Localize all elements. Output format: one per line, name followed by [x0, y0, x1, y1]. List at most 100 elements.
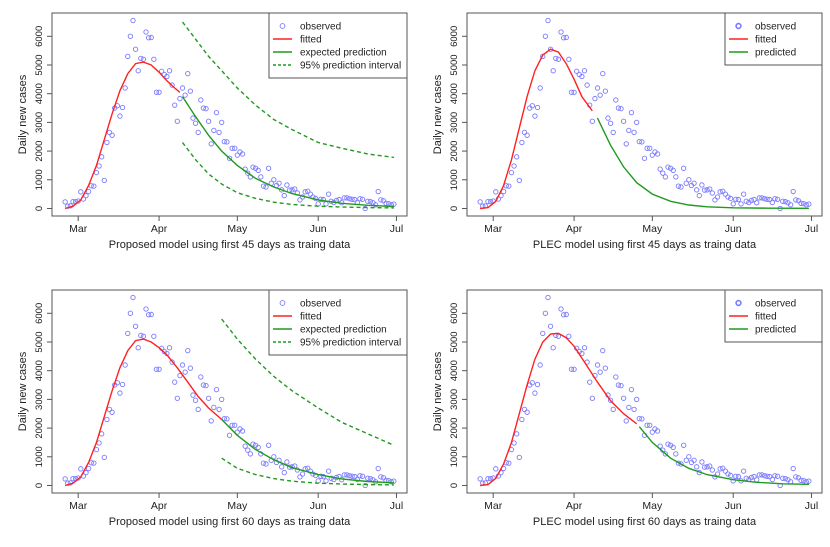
observed-point: [615, 105, 622, 111]
observed-point: [362, 482, 368, 489]
observed-point: [190, 392, 196, 398]
observed-point: [678, 184, 684, 190]
observed-point: [208, 141, 214, 147]
observed-point: [725, 194, 731, 200]
observed-point: [119, 381, 126, 388]
observed-point: [185, 70, 191, 77]
observed-point: [800, 477, 807, 484]
observed-point: [357, 196, 363, 202]
observed-point: [751, 196, 757, 203]
legend-label: 95% prediction interval: [300, 338, 401, 349]
observed-point: [519, 416, 525, 423]
observed-point: [592, 95, 598, 102]
observed-point: [179, 362, 186, 368]
observed-point: [798, 477, 804, 483]
observed-point: [325, 191, 332, 197]
observed-point: [305, 188, 311, 194]
observed-point: [367, 198, 374, 205]
observed-point: [665, 441, 671, 447]
observed-point: [239, 428, 246, 434]
y-tick-label: 4000: [34, 83, 45, 104]
observed-point: [547, 323, 554, 329]
observed-point: [365, 475, 371, 481]
observed-point: [790, 465, 796, 472]
observed-point: [626, 127, 632, 134]
observed-point: [782, 198, 789, 205]
observed-point: [159, 68, 165, 74]
observed-point: [242, 443, 248, 449]
observed-point: [151, 333, 157, 339]
observed-point: [216, 406, 222, 413]
x-tick-label: Jun: [310, 500, 327, 512]
plot-frame: [51, 12, 408, 217]
observed-point: [493, 189, 499, 195]
observed-point: [299, 471, 306, 477]
observed-point: [341, 472, 347, 478]
observed-point: [281, 469, 287, 476]
observed-point: [725, 471, 731, 477]
observed-point: [174, 118, 180, 124]
observed-point: [769, 476, 775, 483]
observed-point: [229, 422, 235, 428]
x-tick-label: May: [227, 500, 248, 512]
observed-point: [795, 475, 802, 481]
observed-point: [148, 34, 154, 41]
legend-label: observed: [755, 299, 796, 310]
observed-point: [284, 182, 290, 188]
observed-point: [135, 345, 141, 351]
predicted-line: [596, 117, 809, 210]
y-tick-label: 4000: [449, 360, 460, 381]
observed-point: [117, 390, 123, 396]
y-tick-label: 5000: [34, 54, 45, 75]
observed-point: [78, 189, 84, 195]
observed-point: [151, 56, 157, 62]
observed-point: [613, 374, 619, 380]
legend-label: fitted: [300, 35, 322, 46]
y-tick-label: 6000: [449, 26, 460, 47]
prediction-interval-lower-line: [181, 142, 394, 209]
observed-point: [774, 473, 781, 479]
observed-point: [265, 165, 272, 171]
observed-point: [647, 422, 653, 428]
observed-point: [566, 333, 572, 339]
observed-point: [787, 202, 794, 208]
y-tick-label: 6000: [34, 303, 45, 324]
observed-point: [169, 359, 175, 365]
observed-point: [764, 196, 770, 202]
observed-point: [754, 200, 760, 206]
legend-label: predicted: [755, 325, 796, 336]
y-tick-label: 1000: [34, 446, 45, 467]
observed-point: [323, 478, 329, 484]
observed-point: [328, 475, 334, 481]
observed-point: [553, 55, 559, 62]
observed-point: [662, 451, 669, 457]
x-tick-label: Apr: [566, 223, 583, 235]
observed-point: [756, 195, 762, 201]
y-axis-label: Daily new cases: [17, 351, 29, 431]
observed-point: [571, 366, 577, 372]
observed-point: [759, 195, 765, 201]
y-tick-label: 3000: [34, 112, 45, 133]
observed-point: [529, 103, 535, 109]
observed-point: [130, 294, 136, 301]
observed-point: [224, 416, 230, 422]
legend-label: fitted: [755, 35, 777, 46]
chart-panel-proposed-45: 0 1000 2000 3000 4000 5000 6000 Daily new cases…: [0, 0, 415, 270]
observed-point: [534, 381, 541, 388]
y-tick-label: 2000: [34, 418, 45, 439]
plot-frame: [51, 289, 408, 494]
observed-point: [375, 188, 381, 195]
observed-point: [263, 184, 269, 190]
observed-point: [292, 186, 298, 192]
observed-point: [714, 194, 721, 200]
observed-point: [485, 198, 491, 205]
observed-point: [226, 155, 233, 161]
observed-point: [686, 454, 692, 460]
observed-point: [532, 390, 538, 396]
legend-label: observed: [300, 22, 341, 33]
observed-point: [727, 195, 734, 202]
observed-point: [566, 56, 572, 62]
observed-point: [524, 409, 530, 415]
fitted-line: [480, 332, 638, 487]
observed-point: [602, 88, 609, 94]
